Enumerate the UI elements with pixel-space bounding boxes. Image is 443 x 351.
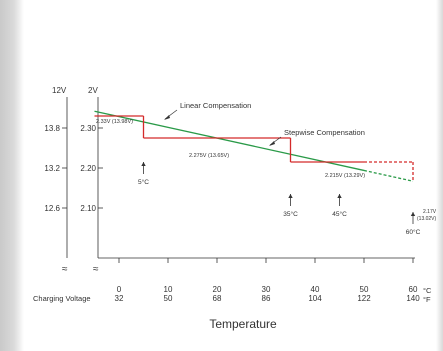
- linear-compensation-dashed: [363, 169, 414, 182]
- x-tick-label-c-0: 0: [117, 285, 122, 294]
- x-tick-label-c-4: 40: [311, 285, 320, 294]
- x-tick-label-f-4: 104: [308, 294, 322, 303]
- x-tick-label-c-2: 20: [213, 285, 222, 294]
- charging-voltage-label: Charging Voltage: [33, 294, 91, 303]
- marker-arrowhead-1: [288, 194, 293, 198]
- marker-label-3: 60°C: [406, 228, 421, 236]
- x-unit-celsius: °C: [423, 286, 432, 295]
- linear-annotation-arrowhead: [164, 115, 170, 120]
- x-tick-label-f-2: 68: [213, 294, 222, 303]
- marker-label-1: 35°C: [283, 210, 298, 218]
- marker-arrowhead-0: [141, 162, 146, 166]
- step-label-2-275v: 2.275V (13.65V): [189, 153, 229, 159]
- linear-compensation-label: Linear Compensation: [180, 101, 251, 110]
- x-tick-label-c-6: 60: [409, 285, 418, 294]
- y-tick-label-2v-0: 2.30: [80, 124, 96, 133]
- x-tick-label-f-0: 32: [115, 294, 124, 303]
- y-tick-label-12v-0: 13.8: [44, 124, 60, 133]
- x-tick-label-f-3: 86: [262, 294, 271, 303]
- y-unit-2v: 2V: [88, 86, 98, 95]
- y-tick-label-2v-1: 2.20: [80, 164, 96, 173]
- axis-break-2v: ≈: [93, 264, 99, 275]
- temperature-markers: 5°C 35°C 45°C 60°C: [138, 162, 421, 236]
- x-axis-title: Temperature: [209, 317, 277, 331]
- step-label-2-215v: 2.215V (13.29V): [325, 173, 365, 179]
- x-unit-fahrenheit: °F: [423, 295, 431, 304]
- y-tick-label-12v-2: 12.6: [44, 204, 60, 213]
- x-tick-label-f-6: 140: [406, 294, 420, 303]
- x-tick-label-f-1: 50: [164, 294, 173, 303]
- linear-compensation-line: [94, 110, 365, 172]
- marker-label-0: 5°C: [138, 178, 149, 186]
- stepwise-annotation-arrowhead: [269, 141, 275, 146]
- y-tick-label-2v-2: 2.10: [80, 204, 96, 213]
- marker-arrowhead-2: [337, 194, 342, 198]
- step-label-13-02v: (13.02V): [417, 216, 437, 222]
- x-tick-label-c-1: 10: [164, 285, 173, 294]
- x-tick-label-c-3: 30: [262, 285, 271, 294]
- chart-card: [24, 10, 436, 351]
- stepwise-compensation-label: Stepwise Compensation: [284, 128, 365, 137]
- x-tick-label-f-5: 122: [357, 294, 371, 303]
- step-label-2-33v: 2.33V (13.98V): [96, 119, 133, 125]
- step-label-2-17v: 2.17V: [423, 209, 437, 215]
- axis-break-12v: ≈: [62, 264, 68, 275]
- y-unit-12v: 12V: [52, 86, 67, 95]
- series-group: [94, 110, 414, 182]
- marker-label-2: 45°C: [332, 210, 347, 218]
- x-tick-label-c-5: 50: [360, 285, 369, 294]
- y-ticks: 13.8 2.30 13.2 2.20 12.6 2.10: [44, 124, 103, 213]
- y-tick-label-12v-1: 13.2: [44, 164, 60, 173]
- marker-arrowhead-3: [410, 212, 416, 216]
